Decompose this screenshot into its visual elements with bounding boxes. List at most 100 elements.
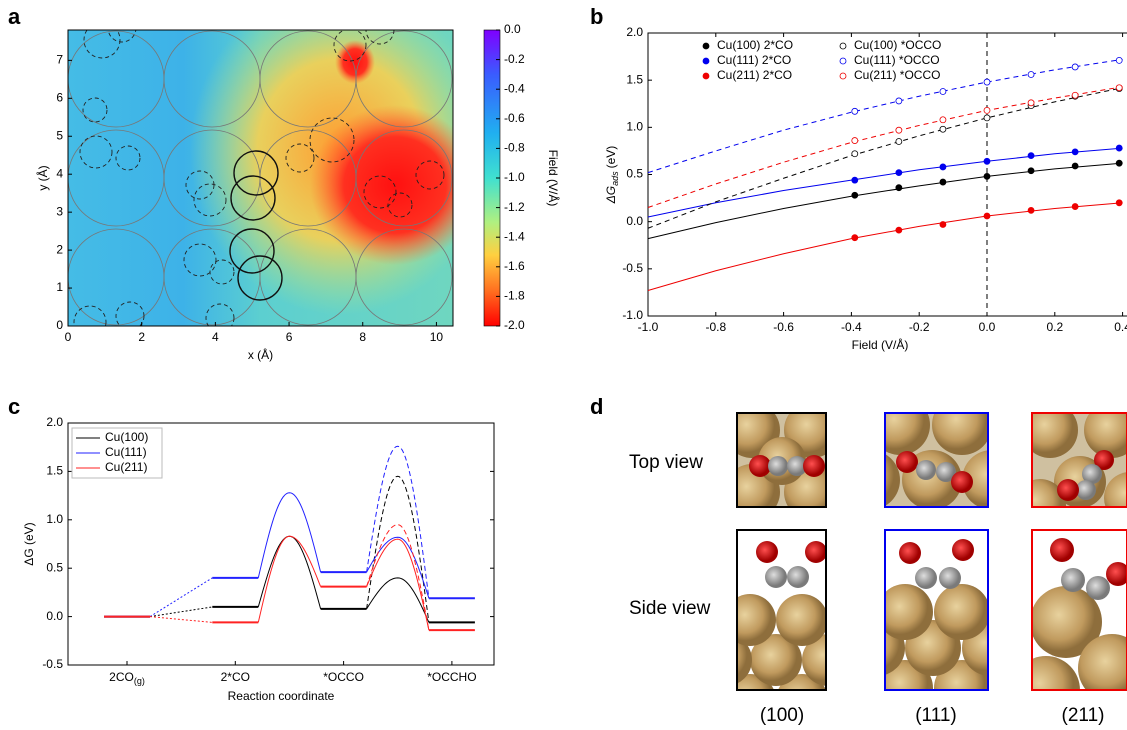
x-tick-label: -1.0 [638, 320, 659, 334]
data-point [1072, 204, 1078, 210]
y-tick-label: 1.5 [626, 72, 643, 86]
data-point [1072, 163, 1078, 169]
y-tick-label: 0.0 [46, 609, 63, 623]
x-tick-label: 0 [65, 330, 72, 344]
data-point [940, 126, 946, 132]
data-point [896, 227, 902, 233]
facet-label: (111) [915, 705, 957, 726]
data-point [852, 138, 858, 144]
colorbar-tick-label: -2.0 [504, 318, 525, 332]
fit-line [648, 88, 1123, 229]
legend-label: Cu(100) [105, 430, 148, 444]
x-tick-label-main: *OCCO [323, 670, 364, 684]
connector [150, 607, 212, 617]
data-point [852, 151, 858, 157]
colorbar-tick-label: -1.2 [504, 200, 525, 214]
y-tick-label: -0.5 [622, 261, 643, 275]
data-point [1116, 160, 1122, 166]
data-point [984, 158, 990, 164]
y-tick-label: -0.5 [42, 657, 63, 671]
connector [150, 578, 212, 617]
data-point [940, 88, 946, 94]
x-tick-label-main: 2*CO [221, 670, 250, 684]
y-tick-label: -1.0 [622, 308, 643, 322]
data-point [940, 179, 946, 185]
data-point [940, 164, 946, 170]
structure-images [700, 395, 1127, 726]
facet-label: (100) [760, 705, 804, 726]
barrier-curve [258, 536, 320, 609]
y-tick-label: 5 [56, 128, 63, 142]
y-axis-label: y (Å) [35, 165, 50, 190]
y-tick-label: 2.0 [46, 415, 63, 429]
panel-label: a [8, 4, 21, 29]
x-axis-label: x (Å) [248, 347, 273, 362]
x-tick-label: 0.2 [1046, 320, 1063, 334]
colorbar-tick-label: -0.2 [504, 52, 525, 66]
legend-marker [840, 73, 846, 79]
colorbar-tick-label: -0.6 [504, 111, 525, 125]
y-axis-label-unit: (eV) [604, 146, 618, 169]
x-tick-label: -0.2 [909, 320, 930, 334]
y-tick-label: 2 [56, 242, 63, 256]
y-tick-label: 0.5 [46, 560, 63, 574]
x-tick-label-subscript: (g) [134, 676, 145, 686]
y-tick-label: 0.0 [626, 214, 643, 228]
data-point [984, 213, 990, 219]
data-point [1028, 153, 1034, 159]
y-tick-label: 1 [56, 280, 63, 294]
panel-label: d [590, 394, 603, 419]
facet-label: (211) [1062, 705, 1105, 726]
colorbar-tick-label: -1.0 [504, 170, 525, 184]
x-tick-label: 6 [286, 330, 293, 344]
data-point [1116, 85, 1122, 91]
x-tick-label: *OCCO [323, 670, 364, 684]
data-point [1028, 207, 1034, 213]
x-tick-label: 0.4 [1114, 320, 1127, 334]
data-point [1028, 168, 1034, 174]
y-tick-label: 2.0 [626, 25, 643, 39]
data-point [852, 192, 858, 198]
legend-marker [703, 43, 709, 49]
barrier-curve-alt [367, 446, 429, 598]
legend-label: Cu(211) 2*CO [717, 68, 792, 82]
panel-label: b [590, 4, 603, 29]
data-point [984, 115, 990, 121]
data-point [940, 221, 946, 227]
colorbar-tick-label: -0.4 [504, 81, 525, 95]
data-point [896, 185, 902, 191]
connector [150, 617, 212, 623]
x-tick-label: 0.0 [979, 320, 996, 334]
y-tick-label: 1.0 [46, 512, 63, 526]
y-tick-label: 4 [56, 166, 63, 180]
data-point [1028, 72, 1034, 78]
y-tick-label: 1.5 [46, 464, 63, 478]
colorbar-tick-label: -1.8 [504, 289, 525, 303]
data-point [852, 177, 858, 183]
data-point [940, 117, 946, 123]
legend-label: Cu(100) 2*CO [717, 38, 793, 52]
legend-marker [703, 73, 709, 79]
y-axis-label-subscript: ads [610, 171, 620, 186]
x-tick-label: 2CO(g) [109, 670, 145, 686]
figure: a b c d [0, 0, 1127, 730]
row-label: Top view [629, 452, 703, 473]
data-point [1072, 64, 1078, 70]
y-tick-label: 0.5 [626, 167, 643, 181]
x-tick-label: -0.8 [705, 320, 726, 334]
legend-marker [840, 58, 846, 64]
x-tick-label: -0.6 [773, 320, 794, 334]
legend-label: Cu(111) *OCCO [854, 53, 940, 67]
y-axis-label: ΔG (eV) [22, 522, 36, 565]
legend-label: Cu(211) *OCCO [854, 68, 940, 82]
x-tick-label: 10 [430, 330, 444, 344]
colorbar-tick-label: -1.4 [504, 229, 525, 243]
x-tick-label-main: *OCCHO [427, 670, 476, 684]
data-point [1116, 145, 1122, 151]
y-tick-label: 1.0 [626, 120, 643, 134]
x-tick-label: 2 [138, 330, 145, 344]
legend-marker [703, 58, 709, 64]
y-tick-label: 0 [56, 318, 63, 332]
y-tick-label: 7 [56, 53, 63, 67]
y-tick-label: 6 [56, 90, 63, 104]
